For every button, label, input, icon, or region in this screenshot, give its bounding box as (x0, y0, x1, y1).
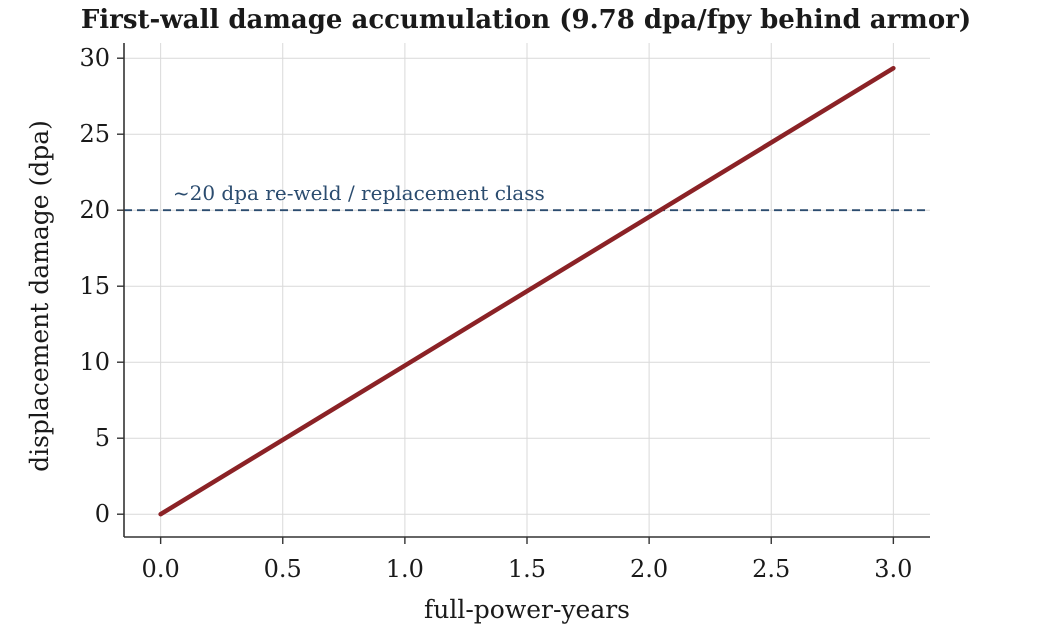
x-axis-label: full-power-years (424, 595, 630, 624)
x-tick-label: 1.0 (386, 555, 424, 583)
y-tick-label: 20 (79, 196, 110, 224)
y-tick-label: 30 (79, 44, 110, 72)
chart-title: First-wall damage accumulation (9.78 dpa… (81, 5, 971, 35)
axes: 0.0 0.5 1.0 1.5 2.0 2.5 3.0 0 5 10 15 20 25 30 (79, 43, 930, 583)
reference-line-label: ~20 dpa re-weld / replacement class (173, 181, 545, 205)
x-tick-label: 2.5 (752, 555, 790, 583)
x-tick-label: 3.0 (874, 555, 912, 583)
x-tick-label: 1.5 (508, 555, 546, 583)
y-tick-label: 25 (79, 120, 110, 148)
y-tick-label: 5 (95, 424, 110, 452)
series-group (158, 65, 896, 517)
y-tick-label: 10 (79, 348, 110, 376)
y-tick-label: 0 (95, 500, 110, 528)
x-tick-label: 2.0 (630, 555, 668, 583)
x-tick-label: 0.5 (264, 555, 302, 583)
series-line (158, 65, 896, 517)
reference-line-group: ~20 dpa re-weld / replacement class (124, 181, 930, 212)
y-axis-label: displacement damage (dpa) (25, 120, 54, 472)
y-tick-label: 15 (79, 272, 110, 300)
x-tick-label: 0.0 (142, 555, 180, 583)
